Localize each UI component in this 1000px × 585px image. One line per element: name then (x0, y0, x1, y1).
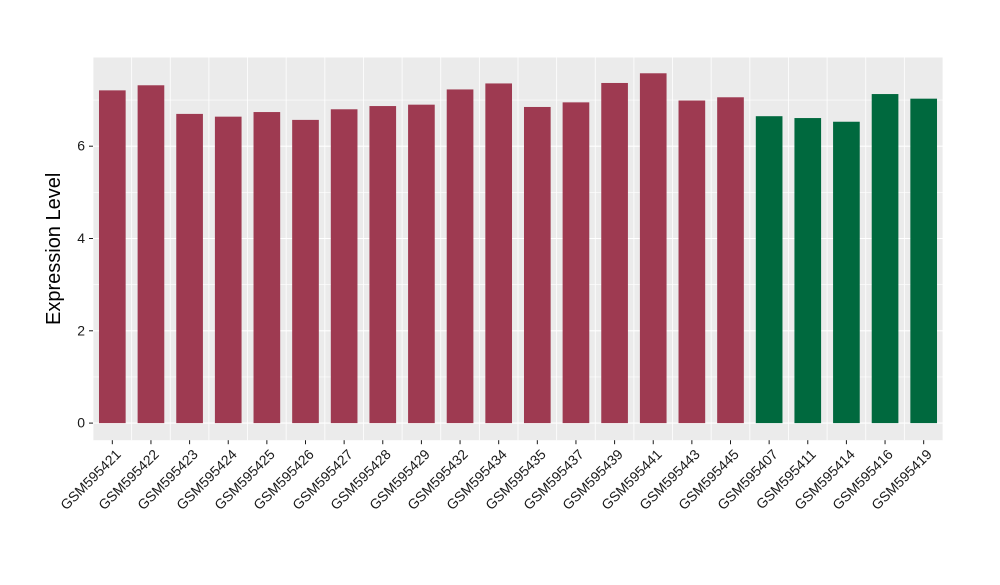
svg-text:4: 4 (77, 230, 85, 246)
svg-text:2: 2 (77, 322, 85, 338)
svg-text:6: 6 (77, 138, 85, 154)
svg-text:0: 0 (77, 415, 85, 431)
